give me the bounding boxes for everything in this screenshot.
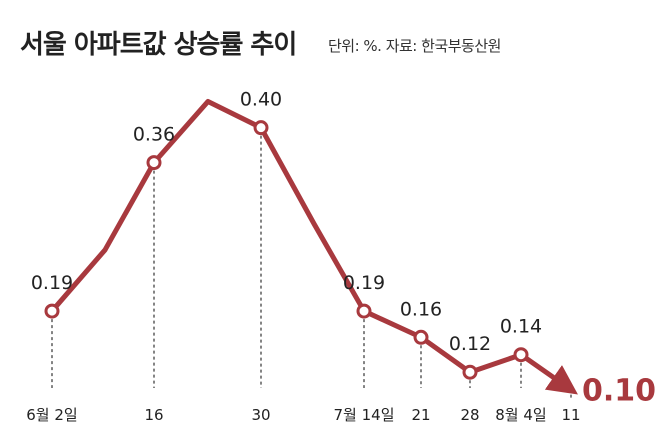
x-tick-label-8: 28 [460, 406, 479, 424]
chart-title: 서울 아파트값 상승률 추이 [20, 30, 297, 60]
data-point-0 [44, 303, 60, 319]
data-point-4 [253, 120, 269, 136]
value-label-8: 0.12 [449, 333, 491, 355]
chart-source-note: 단위: %. 자료: 한국부동산원 [328, 37, 501, 55]
data-point-7 [413, 329, 429, 345]
series-line [49, 98, 524, 375]
value-label-4: 0.40 [240, 89, 282, 111]
x-tick-label-6: 7월 14일 [334, 406, 395, 424]
x-tick-label-7: 21 [411, 406, 430, 424]
data-point-8 [462, 364, 478, 380]
value-label-0: 0.19 [31, 272, 73, 294]
value-label-9: 0.14 [500, 316, 542, 338]
x-tick-label-9: 8월 4일 [495, 406, 546, 424]
data-point-6 [356, 303, 372, 319]
value-label-2: 0.36 [133, 124, 175, 146]
value-label-last: 0.10 [582, 374, 656, 409]
x-tick-label-10: 11 [561, 406, 580, 424]
data-point-9 [513, 347, 529, 363]
data-point-2 [146, 155, 162, 171]
x-tick-label-0: 6월 2일 [26, 406, 77, 424]
x-tick-label-4: 30 [251, 406, 270, 424]
series-last-segment [518, 352, 578, 395]
value-label-7: 0.16 [400, 298, 442, 320]
value-label-6: 0.19 [343, 272, 385, 294]
x-tick-label-2: 16 [144, 406, 163, 424]
